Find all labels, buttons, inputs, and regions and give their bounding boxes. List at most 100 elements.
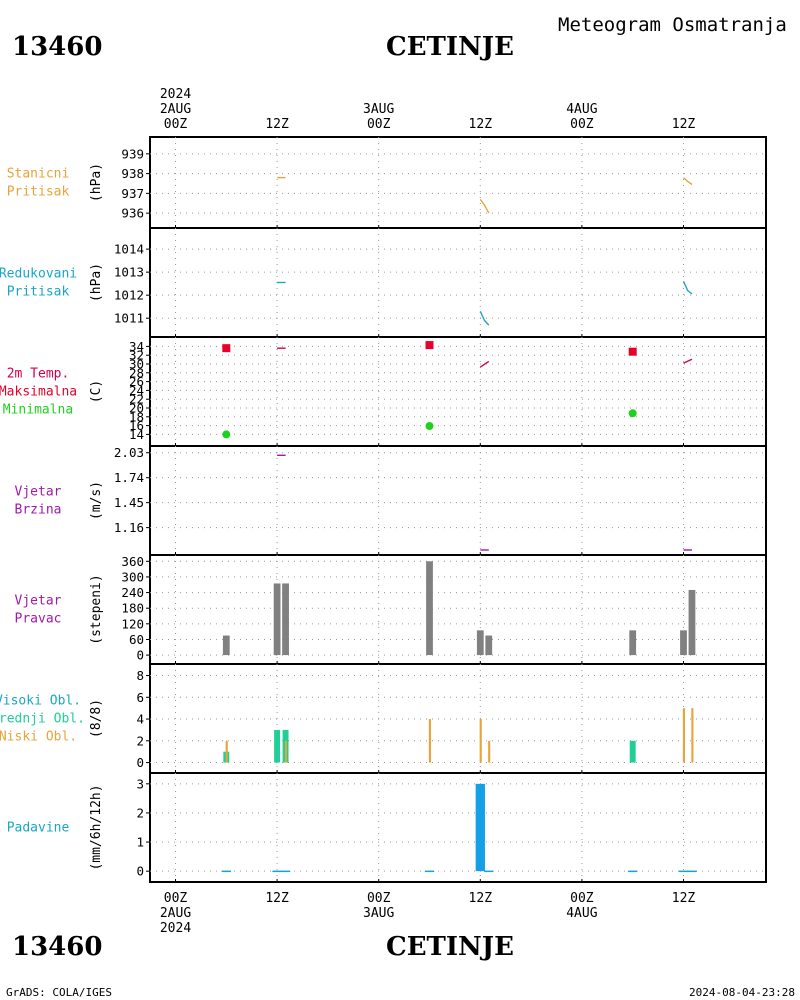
time-label-bottom: 2024 [160,921,191,936]
bar [682,708,685,763]
y-tick-label: 2 [136,733,144,748]
y-tick-label: 28 [129,365,144,380]
bar [485,635,493,656]
panel-frame [149,663,767,774]
y-axis-label: (hPa) [89,163,104,202]
panel-data [222,341,693,439]
y-tick-label: 0 [136,755,144,770]
y-tick-label: 4 [136,712,144,727]
time-label-top: 2AUG [160,102,191,117]
panel-frame [149,445,767,556]
time-label-top: 00Z [367,117,391,132]
bar [282,583,289,656]
panel-7: 0 1 2 3 (mm/6h/12h) Padavine [7,772,767,883]
bar [428,719,431,763]
panel-6: 0 2 4 6 8 (8/8) Visoki Obl. Srednji Obl. Niski O… [0,663,767,774]
bar [687,870,697,873]
bar [479,719,482,763]
bar [426,561,433,656]
timestamp: 2024-08-04-23:28 [689,986,795,999]
y-axis-label: (hPa) [89,263,104,302]
min-temp-marker [425,422,434,431]
y-tick-label: 18 [129,409,144,424]
time-label-top: 3AUG [363,102,394,117]
y-tick-label: 240 [121,585,144,600]
series-line [682,281,693,295]
y-axis-label: (stepeni) [89,574,104,644]
y-tick-label: 180 [121,601,144,616]
bar [484,870,494,873]
y-tick-label: 8 [136,668,144,683]
bar [678,870,689,873]
time-label-top: 00Z [570,117,594,132]
series-line [479,311,490,326]
time-label-top: 12Z [265,117,289,132]
y-tick-label: 24 [129,383,144,398]
bar [680,630,687,656]
panel-label: Pritisak [7,285,70,300]
time-label-bottom: 00Z [570,891,594,906]
bar [273,583,281,656]
series-line [683,358,693,364]
time-label-bottom: 3AUG [363,906,394,921]
y-tick-label: 3 [136,776,144,791]
y-tick-label: 20 [129,401,144,416]
y-tick-label: 1014 [114,242,144,257]
panel-label: Srednji Obl. [0,712,85,727]
y-tick-label: 22 [129,392,144,407]
max-temp-marker [425,341,434,350]
time-label-bottom: 00Z [367,891,391,906]
bar [476,630,484,656]
series-line [479,360,490,368]
bar [221,870,231,873]
product-title: Meteogram Osmatranja [558,14,787,36]
panels: 936937938939(hPa)StanicniPritisak1011101… [0,136,767,883]
bar [284,740,288,763]
station-id-top: 13460 [12,32,102,62]
panel-frame [149,772,767,883]
bar [629,630,637,656]
credit: GrADS: COLA/IGES [6,986,112,999]
bar [628,870,638,873]
panel-label: Niski Obl. [0,730,77,745]
y-tick-label: 0 [136,648,144,663]
panel-2: 1011 1012 1013 1014 (hPa) Redukovani Pritisak [0,227,767,338]
y-tick-label: 1012 [114,288,144,303]
y-axis-label: (mm/6h/12h) [89,784,104,870]
y-tick-label: 2.03 [114,445,144,460]
panel-label: Vjetar [15,594,62,609]
panel-label: Vjetar [15,485,62,500]
panel-label: Visoki Obl. [0,694,81,709]
y-tick-label: 1013 [114,265,144,280]
y-tick-label: 936 [121,206,144,221]
bar [272,870,282,873]
y-tick-label: 1011 [114,311,144,326]
panel-4: 1.16 1.45 1.74 2.03 (m/s) Vjetar Brzina [15,445,767,556]
time-label-bottom: 2AUG [160,906,191,921]
bar [280,870,291,873]
panel-label: Pravac [15,612,62,627]
series-line [479,198,490,214]
time-label-bottom: 00Z [164,891,188,906]
y-tick-label: 14 [129,427,144,442]
station-name-top: CETINJE [386,32,514,62]
panel-label: Maksimalna [0,385,77,400]
panel-label: Padavine [7,821,70,836]
y-tick-label: 2 [136,805,144,820]
y-axis-label: (C) [89,380,104,403]
bar [225,740,228,763]
panel-label: Brzina [15,503,62,518]
time-label-top: 2024 [160,87,191,102]
panel-data [223,708,694,763]
time-label-bottom: 12Z [265,891,289,906]
y-tick-label: 60 [129,632,144,647]
y-tick-label: 0 [136,864,144,879]
station-name-bottom: CETINJE [386,932,514,962]
max-temp-marker [222,344,231,353]
bar [424,870,435,873]
